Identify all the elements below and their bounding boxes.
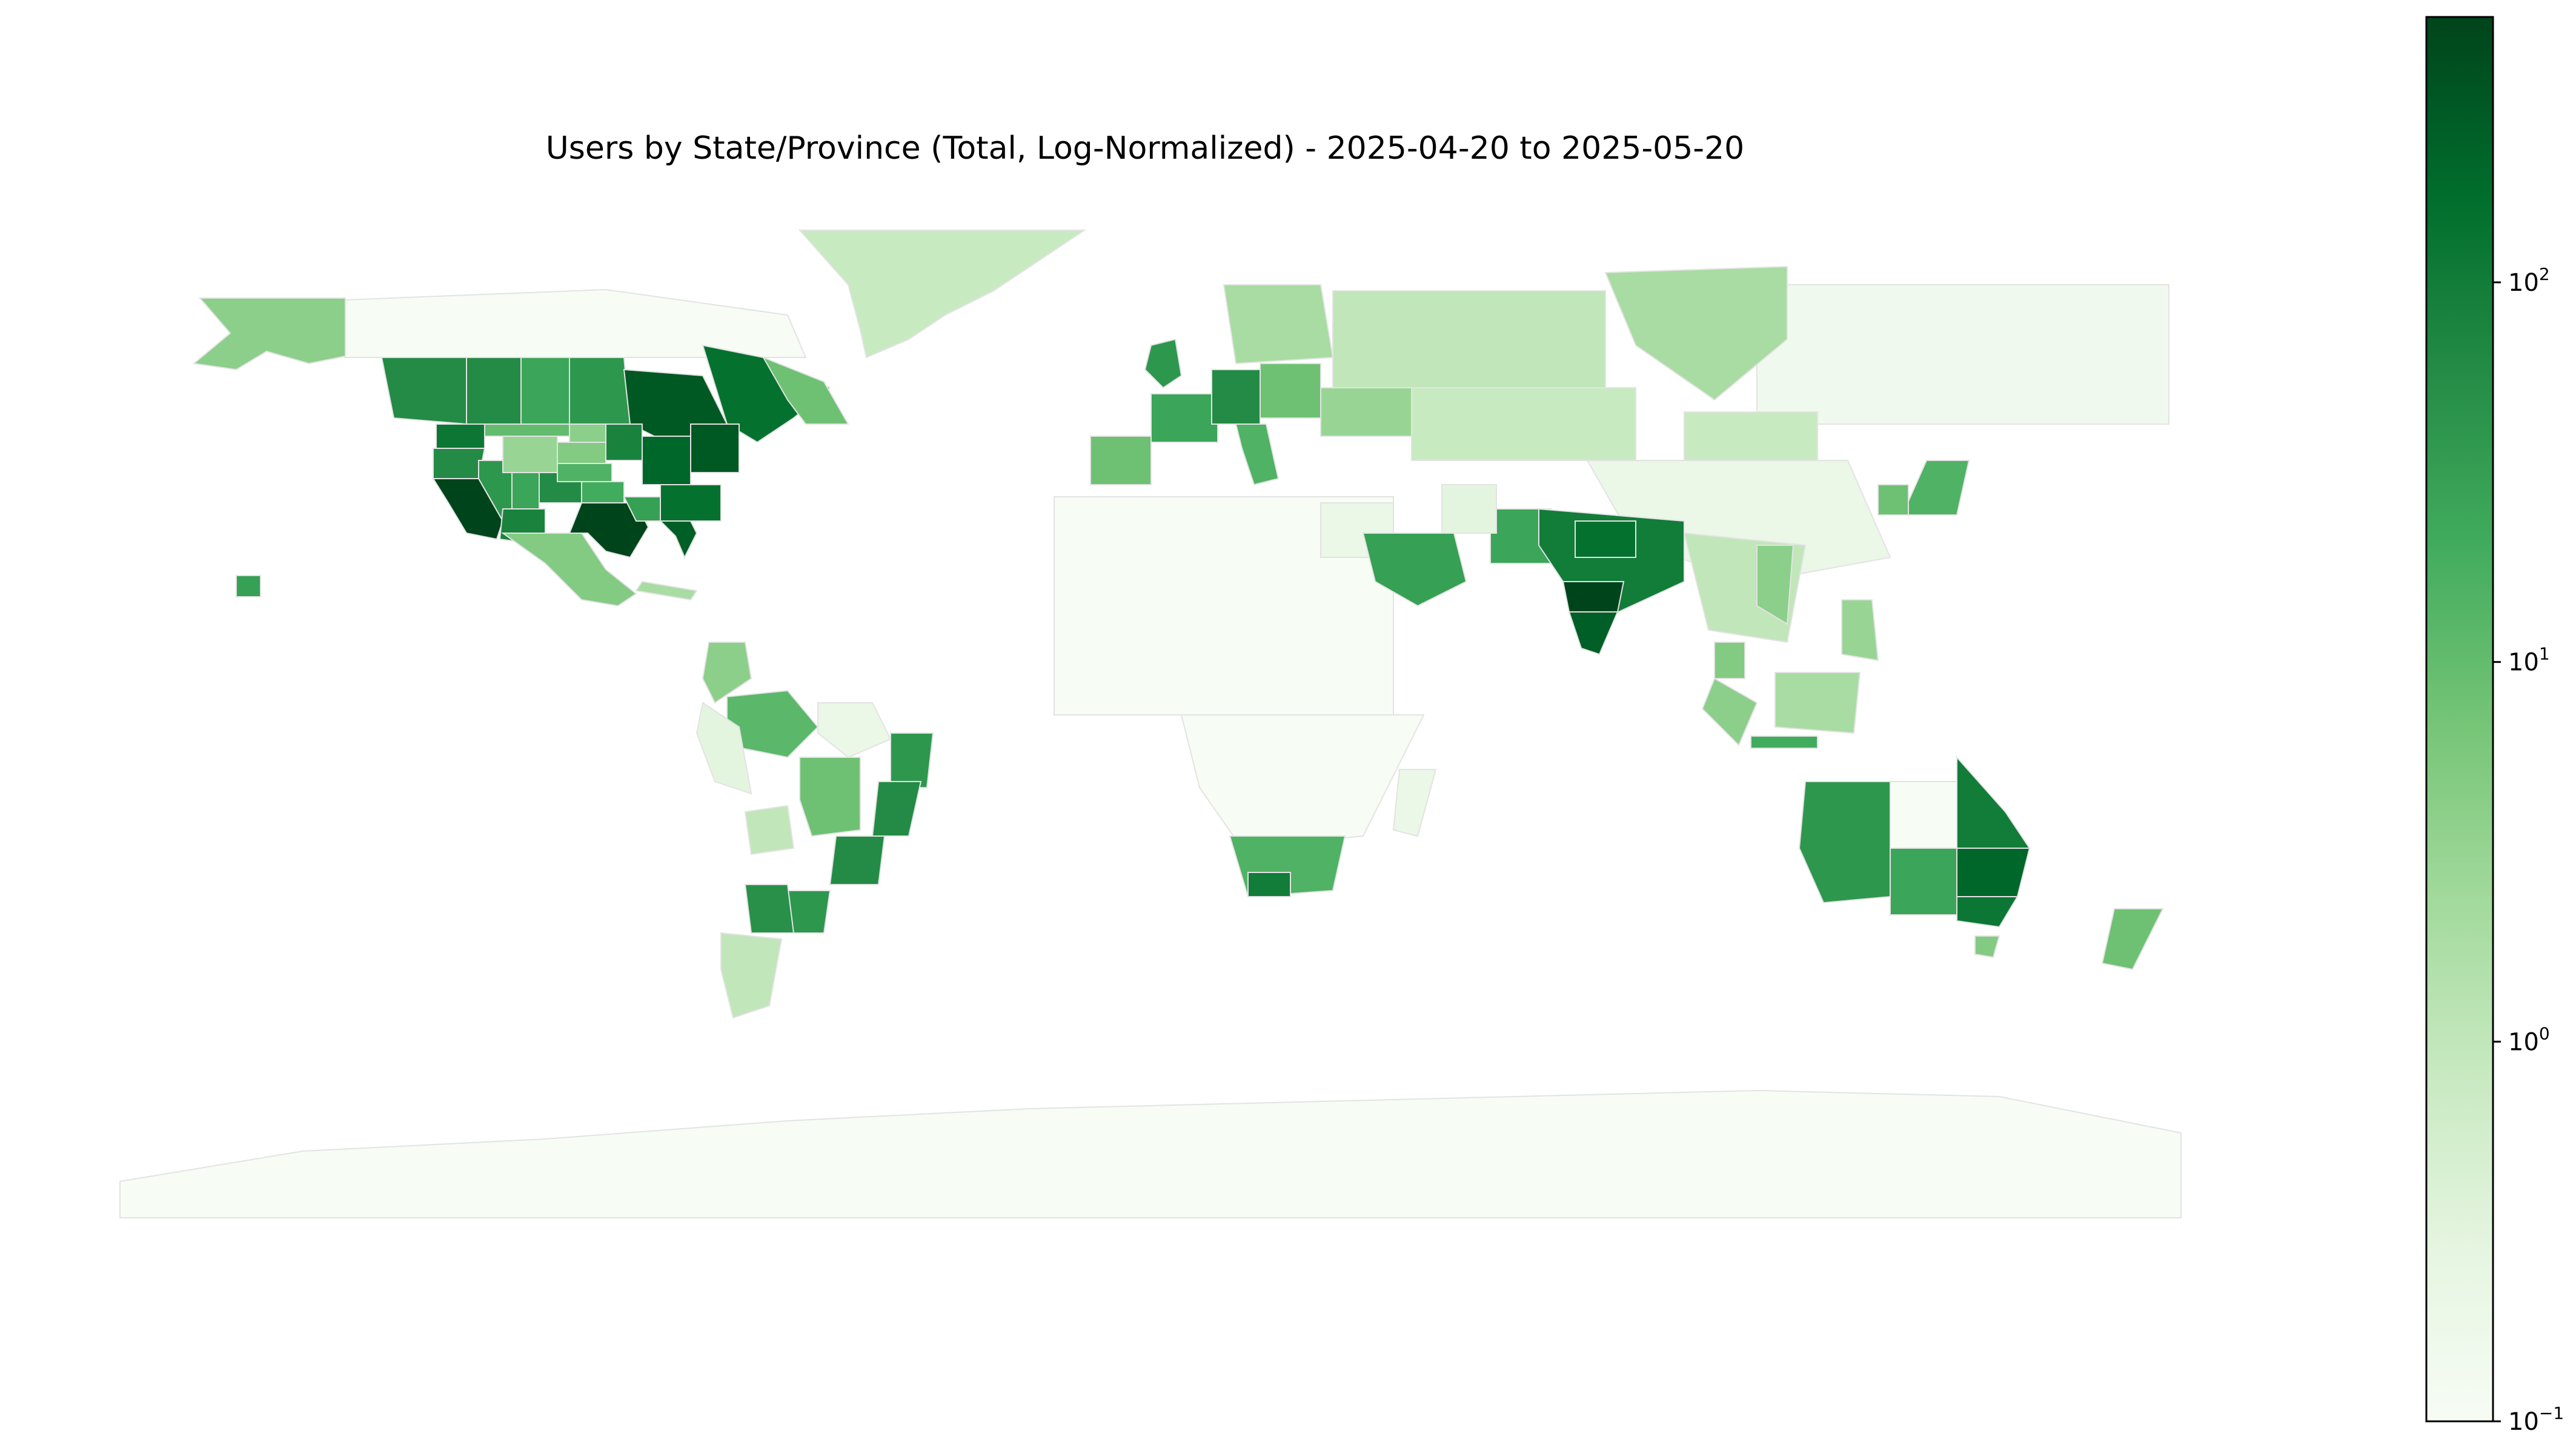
region-italy — [1235, 423, 1280, 486]
region-minnesota — [605, 423, 643, 461]
region-scandinavia — [1223, 284, 1334, 365]
region-saskatchewan — [520, 357, 570, 425]
region-java — [1750, 735, 1818, 749]
region-montana — [484, 423, 570, 437]
colorbar-tick-base: 10 — [2508, 1408, 2539, 1436]
colorbar-tick-label: 101 — [2508, 644, 2550, 677]
region-malaysia — [1714, 642, 1745, 679]
region-buenos-aires — [744, 884, 795, 934]
region-kazakhstan — [1411, 387, 1636, 461]
region-france — [1150, 393, 1218, 443]
region-siberia — [1756, 284, 2169, 425]
region-poland — [1260, 363, 1321, 419]
region-germany — [1211, 369, 1261, 425]
region-victoria — [1956, 896, 2019, 928]
region-tasmania — [1974, 935, 2000, 958]
region-japan — [1901, 460, 1970, 516]
region-peru — [695, 702, 752, 795]
region-queensland — [1956, 755, 2031, 849]
region-new-south-wales — [1956, 848, 2031, 897]
region-philippines — [1841, 599, 1879, 662]
region-mato-grosso — [799, 757, 861, 837]
colorbar-tick-label: 102 — [2508, 264, 2550, 297]
region-hawaii — [236, 575, 261, 597]
colorbar-frame — [2425, 16, 2494, 1423]
region-alaska — [192, 297, 346, 371]
region-western-cape — [1247, 872, 1291, 897]
region-new-york — [690, 423, 740, 473]
region-karnataka — [1568, 611, 1619, 656]
chart-title: Users by State/Province (Total, Log-Norm… — [546, 130, 1745, 167]
region-colombia — [702, 642, 752, 704]
region-greenland — [798, 230, 1087, 359]
region-oregon — [433, 448, 486, 479]
region-sumatra — [1701, 677, 1758, 746]
region-saudi-arabia — [1362, 533, 1467, 607]
region-north-dakota — [569, 423, 606, 443]
colorbar-tick-label: 10−1 — [2508, 1403, 2564, 1436]
colorbar-tick-base: 10 — [2508, 269, 2539, 297]
region-antarctica — [119, 1089, 2182, 1218]
region-south-australia — [1890, 848, 1957, 915]
region-rio-grande-do-sul — [787, 890, 831, 934]
region-bolivia — [744, 805, 795, 855]
colorbar-tick-base: 10 — [2508, 1028, 2539, 1056]
region-mongolia — [1684, 411, 1818, 461]
region-patagonia — [720, 932, 783, 1019]
region-washington — [436, 423, 485, 449]
region-georgia — [660, 484, 722, 522]
region-south-dakota — [557, 442, 606, 464]
region-spain — [1090, 436, 1152, 485]
region-newfoundland-and-labrador — [762, 356, 849, 425]
region-borneo — [1774, 672, 1861, 734]
region-manitoba — [569, 357, 631, 425]
region-northern-territory — [1890, 781, 1957, 849]
region-maharashtra — [1562, 581, 1625, 613]
region-uttar-pradesh — [1575, 520, 1636, 558]
region-korea — [1877, 484, 1909, 516]
region-british-columbia — [380, 357, 467, 425]
region-united-kingdom — [1144, 338, 1183, 389]
colorbar-tick-base: 10 — [2508, 649, 2539, 677]
region-western-russia — [1332, 290, 1606, 388]
region-illinois — [642, 436, 691, 485]
region-central-africa — [1180, 714, 1425, 849]
region-bahia — [890, 732, 934, 788]
region-s-o-paulo — [829, 835, 886, 885]
colorbar-tick-exponent: 0 — [2539, 1023, 2550, 1043]
region-minas-gerais — [871, 781, 922, 837]
region-mexico — [500, 533, 637, 607]
region-krasnoyarsk — [1604, 265, 1788, 401]
colorbar-tick-exponent: 2 — [2539, 264, 2550, 284]
region-kansas — [581, 481, 625, 503]
region-cuba — [635, 580, 698, 601]
region-alberta — [466, 357, 522, 425]
colorbar-tick-label: 100 — [2508, 1023, 2550, 1056]
colorbar-tick-exponent: 1 — [2539, 644, 2550, 664]
region-par- — [817, 702, 892, 759]
region-yukon-northwest-territories-nunavut — [345, 288, 807, 358]
region-madagascar — [1392, 769, 1437, 837]
region-florida — [659, 520, 698, 559]
region-ukraine — [1320, 387, 1412, 437]
colorbar-tick-exponent: −1 — [2539, 1403, 2564, 1423]
region-nebraska — [557, 463, 612, 482]
region-iran — [1441, 484, 1497, 534]
region-western-australia — [1798, 781, 1891, 904]
colorbar-gradient — [2426, 17, 2493, 1421]
region-wyoming — [502, 436, 558, 473]
map-layer — [119, 230, 2182, 1218]
region-vietnam — [1756, 545, 1794, 625]
region-new-zealand — [2101, 908, 2164, 971]
